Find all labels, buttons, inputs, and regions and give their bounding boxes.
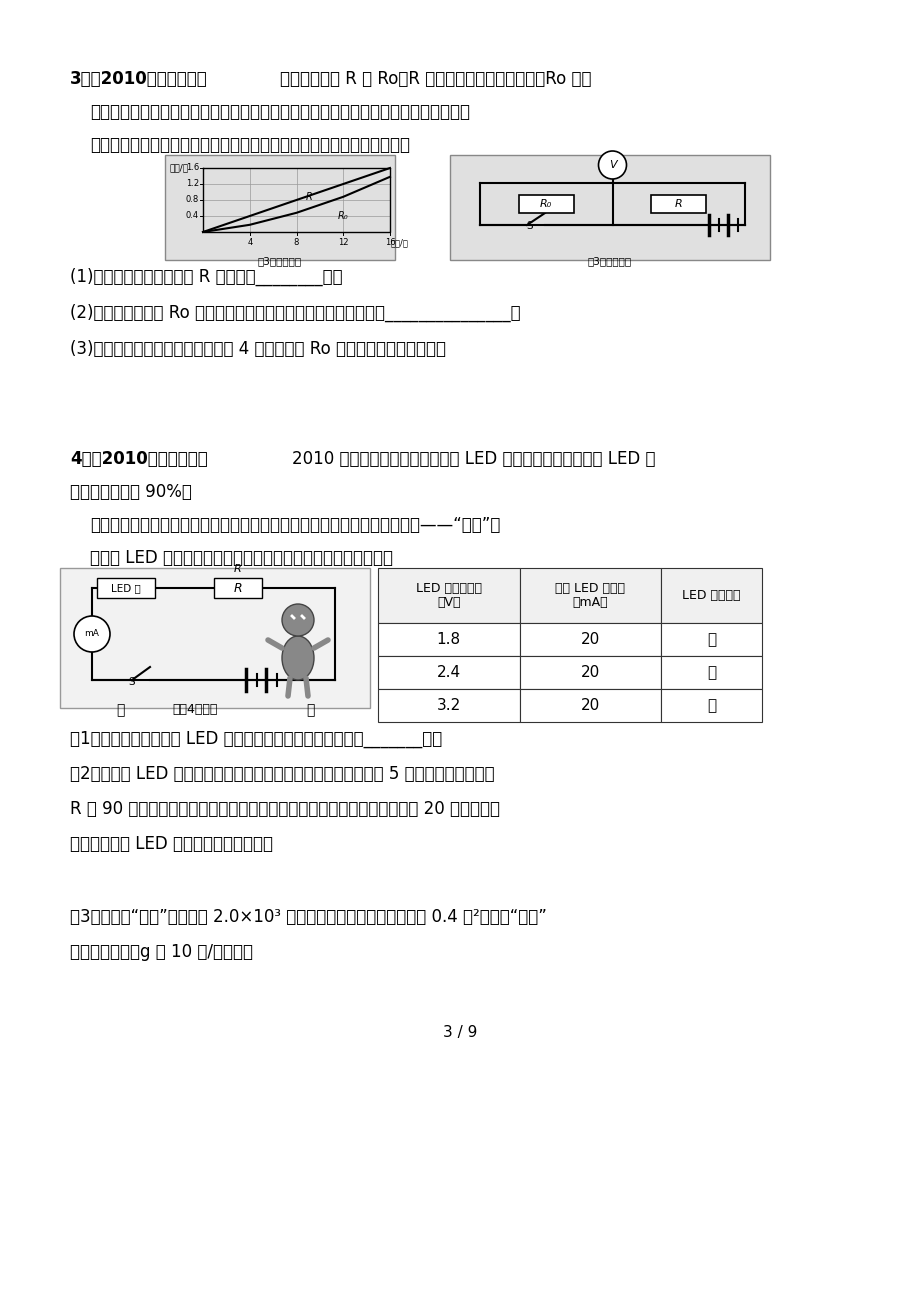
Text: V: V — [608, 160, 616, 171]
FancyBboxPatch shape — [60, 568, 369, 708]
Text: 2.4: 2.4 — [437, 665, 460, 680]
Text: 16: 16 — [384, 238, 395, 247]
Text: (1)据图甲可知，标准电际 R 的际值是________欧。: (1)据图甲可知，标准电际 R 的际值是________欧。 — [70, 268, 342, 286]
Text: R₀: R₀ — [539, 199, 551, 210]
FancyBboxPatch shape — [378, 622, 519, 656]
Text: 1.6: 1.6 — [186, 164, 199, 172]
Text: 夜晚在 LED 灯的照射下，能呈现出不同的颜色，形象十分可爱。: 夜晚在 LED 灯的照射下，能呈现出不同的颜色，形象十分可爱。 — [90, 549, 392, 566]
Text: 1.2: 1.2 — [186, 180, 199, 189]
Text: 黄: 黄 — [707, 665, 715, 680]
FancyBboxPatch shape — [518, 195, 573, 214]
FancyBboxPatch shape — [449, 155, 769, 260]
Text: （1）根据表中数据，当 LED 灯发出红光时，消耗的电功率是_______瓦。: （1）根据表中数据，当 LED 灯发出红光时，消耗的电功率是_______瓦。 — [70, 730, 442, 749]
Text: LED 灯两端电压
（V）: LED 灯两端电压 （V） — [415, 582, 482, 609]
Text: S: S — [526, 221, 533, 230]
Text: 连接成如图乙所示的电路进行实验研究，实验过程中电源电压保持不变。: 连接成如图乙所示的电路进行实验研究，实验过程中电源电压保持不变。 — [90, 135, 410, 154]
FancyBboxPatch shape — [378, 689, 519, 723]
Text: R: R — [233, 582, 242, 595]
FancyBboxPatch shape — [661, 568, 761, 622]
Text: 8: 8 — [293, 238, 299, 247]
Text: 2010 年世博会全面使用一种名叫 LED 灯的新型节能灯。使用 LED 灯: 2010 年世博会全面使用一种名叫 LED 灯的新型节能灯。使用 LED 灯 — [291, 450, 655, 467]
Text: mA: mA — [85, 629, 99, 638]
Text: 第3题图（乙）: 第3题图（乙） — [587, 256, 631, 266]
Ellipse shape — [282, 635, 313, 680]
Circle shape — [282, 604, 313, 635]
FancyBboxPatch shape — [661, 622, 761, 656]
Text: 3.2: 3.2 — [437, 698, 460, 713]
FancyBboxPatch shape — [165, 155, 394, 260]
Text: 对地面的压强（g 取 10 牛/千克）。: 对地面的压强（g 取 10 牛/千克）。 — [70, 943, 253, 961]
Text: 第3题图（甲）: 第3题图（甲） — [257, 256, 301, 266]
FancyBboxPatch shape — [214, 578, 262, 598]
Text: 且发出光的颜色会随电压的变化而变化（见下表）。图乙是世博会的吉祥物——“海宝”，: 且发出光的颜色会随电压的变化而变化（见下表）。图乙是世博会的吉祥物——“海宝”， — [90, 516, 500, 534]
Text: LED 灯的颜色: LED 灯的颜色 — [682, 589, 740, 602]
Text: 红: 红 — [707, 631, 715, 647]
Text: 1.8: 1.8 — [437, 631, 460, 647]
FancyBboxPatch shape — [378, 656, 519, 689]
Text: R: R — [675, 199, 682, 210]
FancyBboxPatch shape — [651, 195, 706, 214]
Text: 计算说明此时 LED 灯发出什么颜色的光？: 计算说明此时 LED 灯发出什么颜色的光？ — [70, 835, 273, 853]
FancyBboxPatch shape — [519, 656, 661, 689]
Text: （3）有一座“海宝”的质量为 2.0×10³ 千克，与水平地面的接触面积为 0.4 米²，求此“海宝”: （3）有一座“海宝”的质量为 2.0×10³ 千克，与水平地面的接触面积为 0.… — [70, 907, 546, 926]
Text: 流过 LED 灯电流
（mA）: 流过 LED 灯电流 （mA） — [555, 582, 625, 609]
Text: R: R — [305, 191, 312, 202]
Text: R: R — [233, 564, 242, 574]
FancyBboxPatch shape — [519, 689, 661, 723]
Text: 4．（2010．浙江嘉兴）: 4．（2010．浙江嘉兴） — [70, 450, 208, 467]
Text: R 为 90 欧姆。闭合开关后，毫安表（比安培表更精确的电流表）的读数为 20 毫安，通过: R 为 90 欧姆。闭合开关后，毫安表（比安培表更精确的电流表）的读数为 20 … — [70, 799, 499, 818]
Text: 乙: 乙 — [305, 703, 314, 717]
Text: 现有两个电际 R 和 Ro，R 为标准电际（际值不变），Ro 的际: 现有两个电际 R 和 Ro，R 为标准电际（际值不变），Ro 的际 — [279, 70, 591, 89]
Text: 电压/伏: 电压/伏 — [391, 238, 408, 247]
Text: 电流/安: 电流/安 — [169, 163, 187, 172]
Text: 甲: 甲 — [116, 703, 124, 717]
Text: 20: 20 — [580, 631, 599, 647]
FancyBboxPatch shape — [96, 578, 154, 598]
Text: 比旧式灯泡节能 90%，: 比旧式灯泡节能 90%， — [70, 483, 192, 501]
Text: 0.8: 0.8 — [186, 195, 199, 204]
FancyBboxPatch shape — [378, 568, 519, 622]
Circle shape — [74, 616, 110, 652]
Text: 20: 20 — [580, 665, 599, 680]
Text: 3．（2010．浙江温州）: 3．（2010．浙江温州） — [70, 70, 208, 89]
Text: 20: 20 — [580, 698, 599, 713]
Text: 4: 4 — [247, 238, 252, 247]
Text: 值会随温度的升高而减小。它们的电流随电压的变化曲线如图甲所示。小明将两个电际: 值会随温度的升高而减小。它们的电流随电压的变化曲线如图甲所示。小明将两个电际 — [90, 103, 470, 121]
FancyBboxPatch shape — [661, 656, 761, 689]
Text: S: S — [129, 677, 135, 687]
Text: 12: 12 — [337, 238, 348, 247]
FancyBboxPatch shape — [519, 568, 661, 622]
Text: （2）把一个 LED 灯接入如上图甲所示的电路中，已知电源电压为 5 伏且保持不变，电际: （2）把一个 LED 灯接入如上图甲所示的电路中，已知电源电压为 5 伏且保持不… — [70, 766, 494, 783]
Text: 蓝: 蓝 — [707, 698, 715, 713]
Text: (3)实验过程中，当电压表的示数为 4 伏时，电际 Ro 消耗的电功率是多少瓦？: (3)实验过程中，当电压表的示数为 4 伏时，电际 Ro 消耗的电功率是多少瓦？ — [70, 340, 446, 358]
FancyBboxPatch shape — [519, 622, 661, 656]
Text: （第4题图）: （第4题图） — [172, 703, 218, 716]
Circle shape — [598, 151, 626, 178]
Text: (2)实验过程中，当 Ro 的温度升高时，电压表的示数会如何改变？_______________。: (2)实验过程中，当 Ro 的温度升高时，电压表的示数会如何改变？_______… — [70, 303, 520, 323]
Text: LED 灯: LED 灯 — [111, 583, 141, 592]
Text: 3 / 9: 3 / 9 — [442, 1025, 477, 1040]
Text: 0.4: 0.4 — [186, 211, 199, 220]
FancyBboxPatch shape — [661, 689, 761, 723]
Text: R₀: R₀ — [337, 211, 348, 221]
